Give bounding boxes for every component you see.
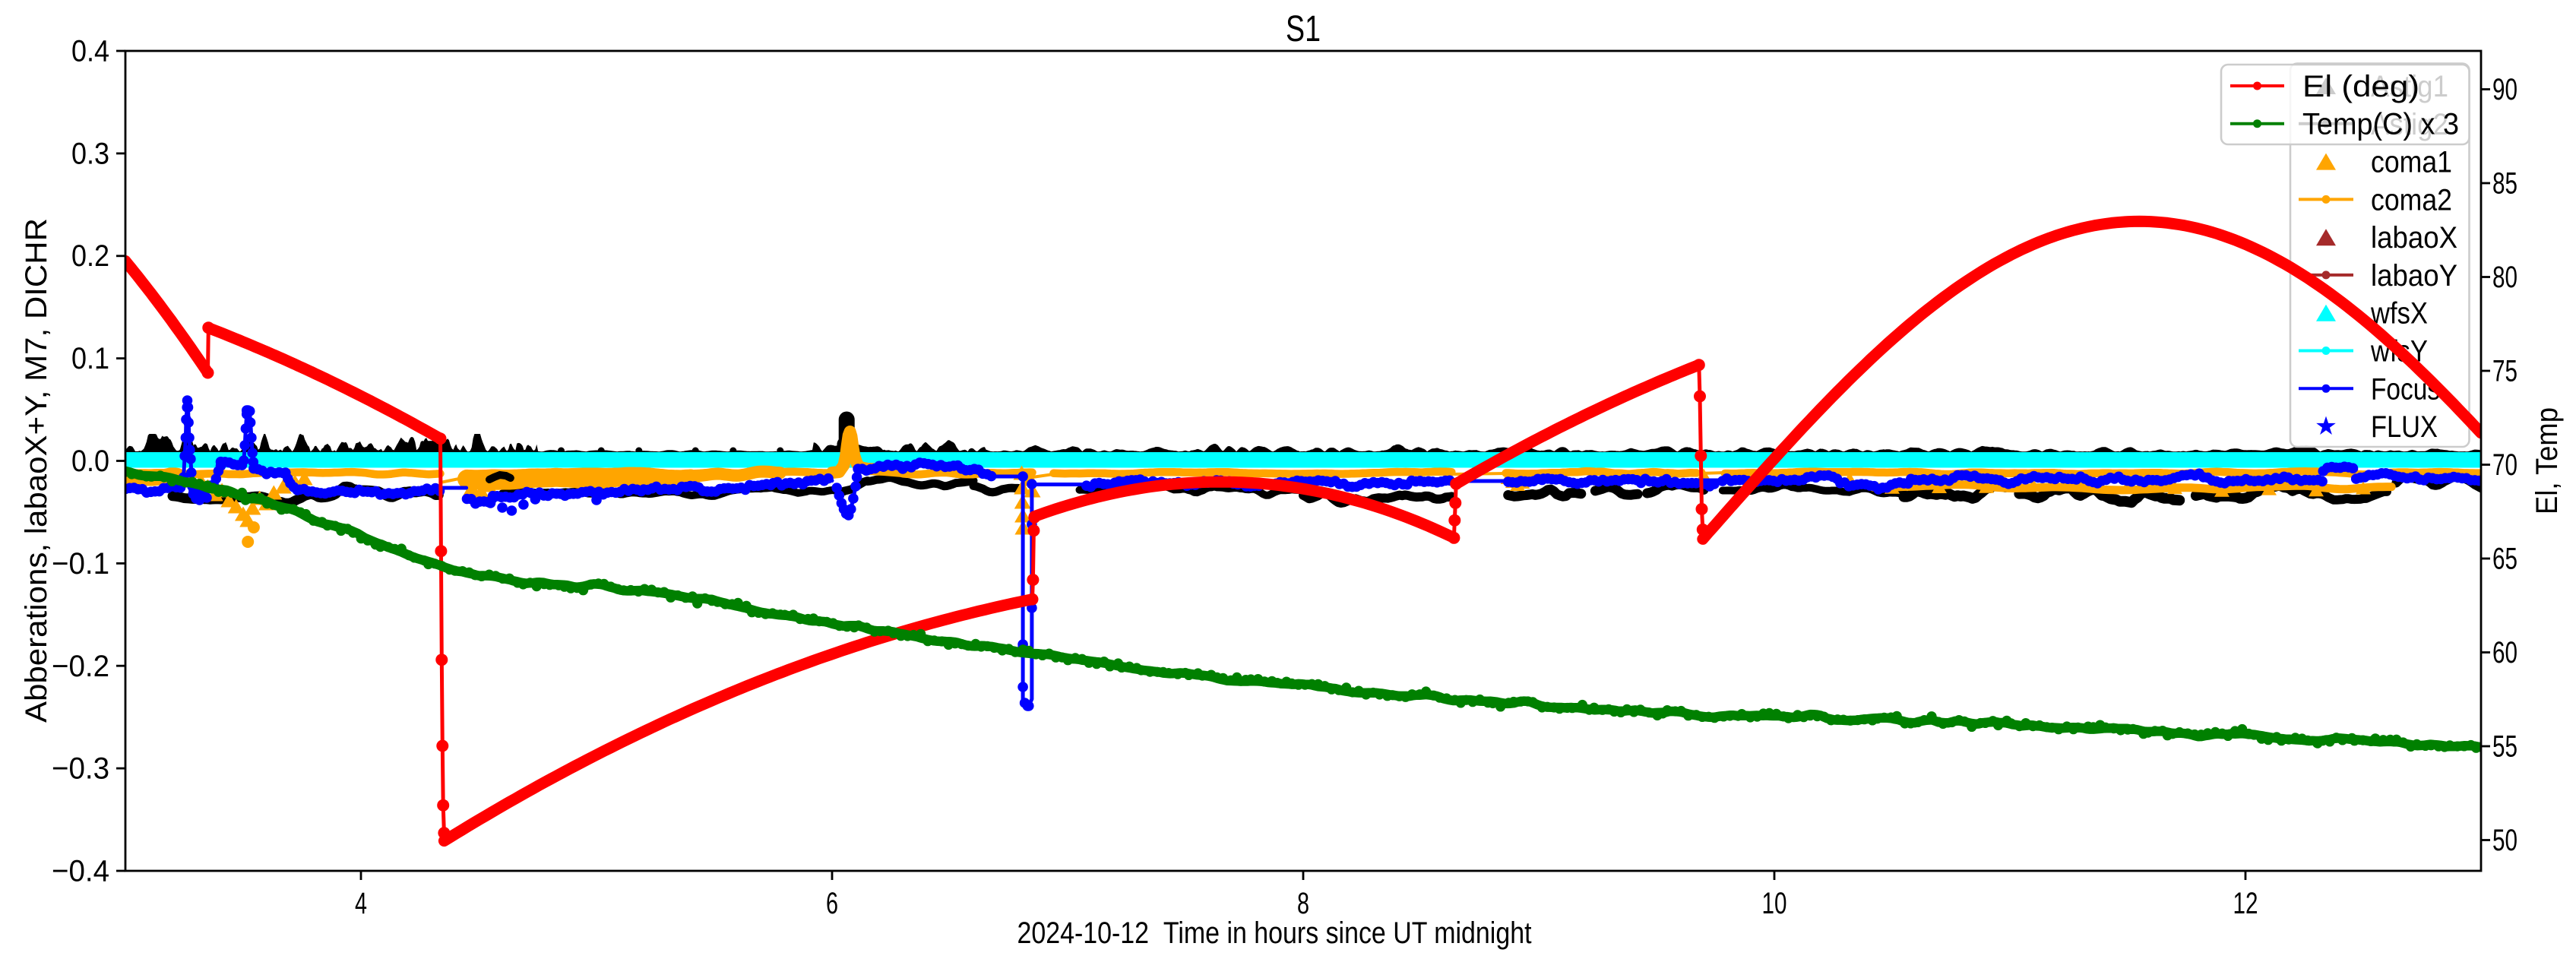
svg-text:0.4: 0.4	[71, 35, 109, 68]
svg-text:labaoX: labaoX	[2371, 221, 2457, 255]
svg-text:60: 60	[2492, 636, 2517, 669]
svg-text:−0.2: −0.2	[52, 650, 109, 683]
svg-text:10: 10	[1762, 887, 1787, 920]
svg-text:8: 8	[1297, 887, 1309, 920]
svg-text:0.3: 0.3	[71, 137, 109, 170]
svg-text:Temp(C) x 3: Temp(C) x 3	[2302, 108, 2459, 141]
svg-text:85: 85	[2492, 167, 2517, 201]
svg-text:Abberations, labaoX+Y, M7, DIC: Abberations, labaoX+Y, M7, DICHR	[20, 218, 53, 723]
svg-text:65: 65	[2492, 543, 2517, 576]
svg-text:0.1: 0.1	[71, 342, 109, 375]
svg-text:50: 50	[2492, 824, 2517, 857]
svg-text:2024-10-12 Time in hours sinc: 2024-10-12 Time in hours since UT midnig…	[1017, 916, 1532, 950]
svg-text:0.0: 0.0	[71, 445, 109, 478]
svg-text:70: 70	[2492, 448, 2517, 482]
svg-text:55: 55	[2492, 730, 2517, 764]
svg-text:wfsX: wfsX	[2370, 297, 2428, 331]
svg-text:75: 75	[2492, 355, 2517, 388]
svg-text:−0.3: −0.3	[52, 752, 109, 786]
svg-text:90: 90	[2492, 73, 2517, 106]
svg-text:−0.4: −0.4	[52, 855, 109, 888]
svg-text:12: 12	[2233, 887, 2258, 920]
svg-text:labaoY: labaoY	[2371, 259, 2457, 293]
svg-text:El (deg): El (deg)	[2302, 70, 2419, 103]
svg-text:0.2: 0.2	[71, 239, 109, 273]
svg-text:El, Temp: El, Temp	[2530, 407, 2564, 514]
svg-text:S1: S1	[1286, 9, 1321, 49]
svg-text:coma2: coma2	[2371, 183, 2452, 217]
svg-text:coma1: coma1	[2371, 146, 2452, 179]
svg-text:6: 6	[826, 887, 838, 920]
svg-text:−0.1: −0.1	[52, 547, 109, 581]
svg-text:FLUX: FLUX	[2371, 410, 2438, 444]
svg-text:4: 4	[355, 887, 367, 920]
svg-text:80: 80	[2492, 261, 2517, 294]
